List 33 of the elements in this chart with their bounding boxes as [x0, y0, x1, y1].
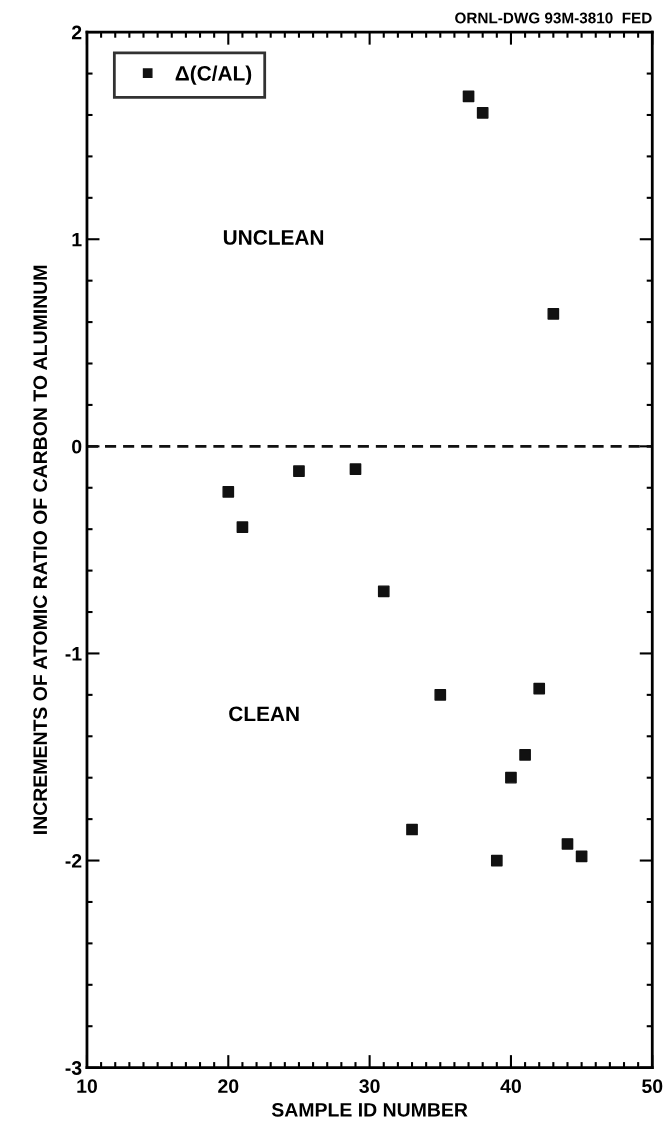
y-axis-title: INCREMENTS OF ATOMIC RATIO OF CARBON TO ALUMINUM — [33, 265, 48, 834]
annotation: UNCLEAN — [223, 230, 324, 245]
point — [505, 771, 517, 784]
x-tick-label: 30 — [359, 1079, 380, 1094]
legend-label: Δ(C/AL) — [175, 65, 252, 85]
point — [293, 465, 305, 478]
point — [462, 90, 475, 103]
x-tick-label: 50 — [642, 1079, 663, 1094]
point — [377, 585, 390, 598]
y-tick-label: -2 — [65, 854, 82, 868]
x-axis-title: SAMPLE ID NUMBER — [271, 1102, 468, 1117]
point — [236, 521, 249, 533]
point — [547, 307, 560, 320]
point — [490, 854, 503, 867]
point — [349, 463, 362, 475]
point — [476, 107, 489, 119]
y-tick-label: 2 — [71, 25, 82, 40]
y-tick-label: -1 — [65, 647, 82, 661]
point — [222, 486, 235, 498]
point — [519, 749, 531, 761]
point — [575, 850, 588, 863]
x-tick-label: 40 — [500, 1079, 521, 1094]
x-tick-label: 20 — [218, 1079, 239, 1094]
y-tick-label: -3 — [65, 1061, 82, 1075]
annotation: CLEAN — [229, 706, 299, 722]
x-tick-label: 10 — [77, 1079, 97, 1094]
text: ORNL-DWG 93M-3810 FED — [455, 12, 652, 24]
point — [533, 682, 546, 695]
point — [434, 689, 447, 701]
point — [406, 823, 418, 836]
y-tick-label: 0 — [72, 439, 82, 454]
point — [561, 838, 574, 850]
y-tick-label: 1 — [72, 232, 82, 247]
